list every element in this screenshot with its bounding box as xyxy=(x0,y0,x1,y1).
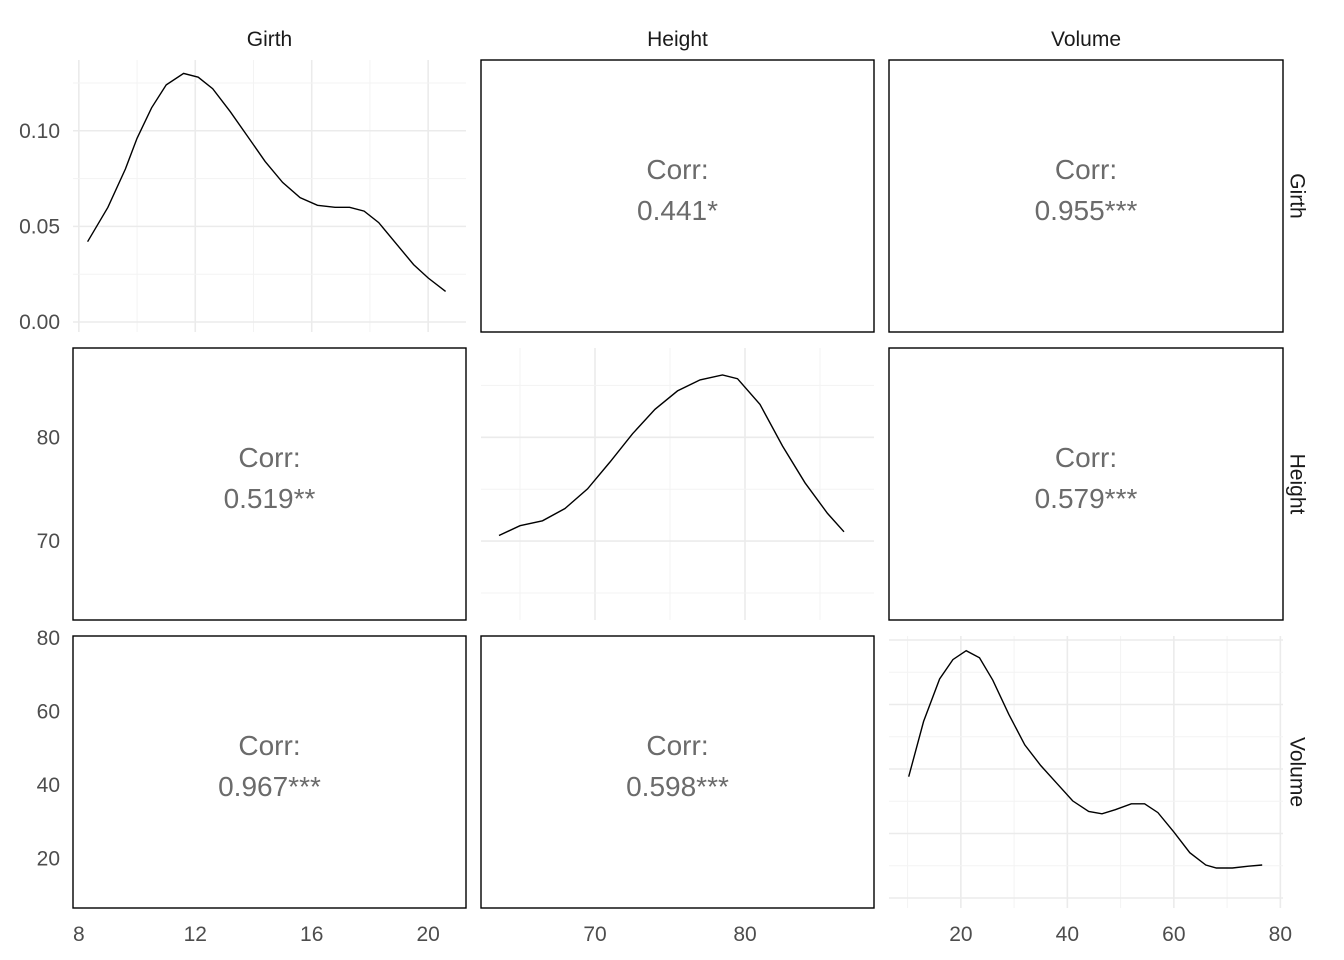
y-tick-label: 40 xyxy=(37,774,60,797)
strip-label-row-height: Height xyxy=(1285,454,1308,515)
corr-value: 0.519** xyxy=(224,483,316,514)
corr-label: Corr: xyxy=(646,730,708,761)
y-tick-label: 0.00 xyxy=(19,311,60,334)
density-panel-volume xyxy=(889,636,1283,908)
corr-panel-frame xyxy=(72,635,467,909)
corr-panel-girth-volume: Corr: 0.955*** xyxy=(888,59,1284,333)
corr-label: Corr: xyxy=(238,730,300,761)
y-tick-label: 0.05 xyxy=(19,215,60,238)
corr-label: Corr: xyxy=(1055,442,1117,473)
x-tick-label: 12 xyxy=(184,923,207,946)
x-tick-label: 70 xyxy=(583,923,606,946)
corr-panel-height-volume: Corr: 0.579*** xyxy=(888,347,1284,621)
corr-value: 0.598*** xyxy=(626,771,729,802)
y-tick-label: 60 xyxy=(37,700,60,723)
y-tick-label: 80 xyxy=(37,426,60,449)
corr-panel-girth-height: Corr: 0.441* xyxy=(480,59,875,333)
y-tick-label: 0.10 xyxy=(19,120,60,143)
corr-value: 0.955*** xyxy=(1035,195,1138,226)
strip-label-row-volume: Volume xyxy=(1285,737,1308,807)
x-tick-label: 80 xyxy=(733,923,756,946)
corr-panel-frame xyxy=(888,347,1284,621)
corr-panel-frame xyxy=(888,59,1284,333)
strip-label-col-volume: Volume xyxy=(1051,28,1121,51)
x-tick-label: 20 xyxy=(416,923,439,946)
density-panel-girth xyxy=(73,60,466,332)
x-tick-label: 80 xyxy=(1269,923,1292,946)
corr-label: Corr: xyxy=(646,154,708,185)
x-tick-label: 60 xyxy=(1162,923,1185,946)
y-tick-label: 20 xyxy=(37,847,60,870)
strip-label-col-height: Height xyxy=(647,28,708,51)
corr-value: 0.579*** xyxy=(1035,483,1138,514)
x-tick-label: 40 xyxy=(1056,923,1079,946)
density-curve-girth xyxy=(86,72,447,292)
corr-label: Corr: xyxy=(238,442,300,473)
corr-panel-volume-girth: Corr: 0.967*** xyxy=(72,635,467,909)
y-tick-label: 70 xyxy=(37,530,60,553)
x-tick-label: 8 xyxy=(73,923,85,946)
corr-value: 0.967*** xyxy=(218,771,321,802)
strip-label-row-girth: Girth xyxy=(1285,173,1308,219)
x-tick-label: 16 xyxy=(300,923,323,946)
density-panel-height xyxy=(481,348,874,620)
corr-panel-frame xyxy=(480,59,875,333)
density-curve-height xyxy=(498,374,845,537)
corr-label: Corr: xyxy=(1055,154,1117,185)
corr-value: 0.441* xyxy=(637,195,718,226)
corr-panel-volume-height: Corr: 0.598*** xyxy=(480,635,875,909)
strip-label-col-girth: Girth xyxy=(247,28,293,51)
corr-panel-height-girth: Corr: 0.519** xyxy=(72,347,467,621)
corr-panel-frame xyxy=(480,635,875,909)
x-tick-label: 20 xyxy=(949,923,972,946)
corr-panel-frame xyxy=(72,347,467,621)
density-curve-volume xyxy=(908,649,1263,869)
y-tick-label: 80 xyxy=(37,627,60,650)
